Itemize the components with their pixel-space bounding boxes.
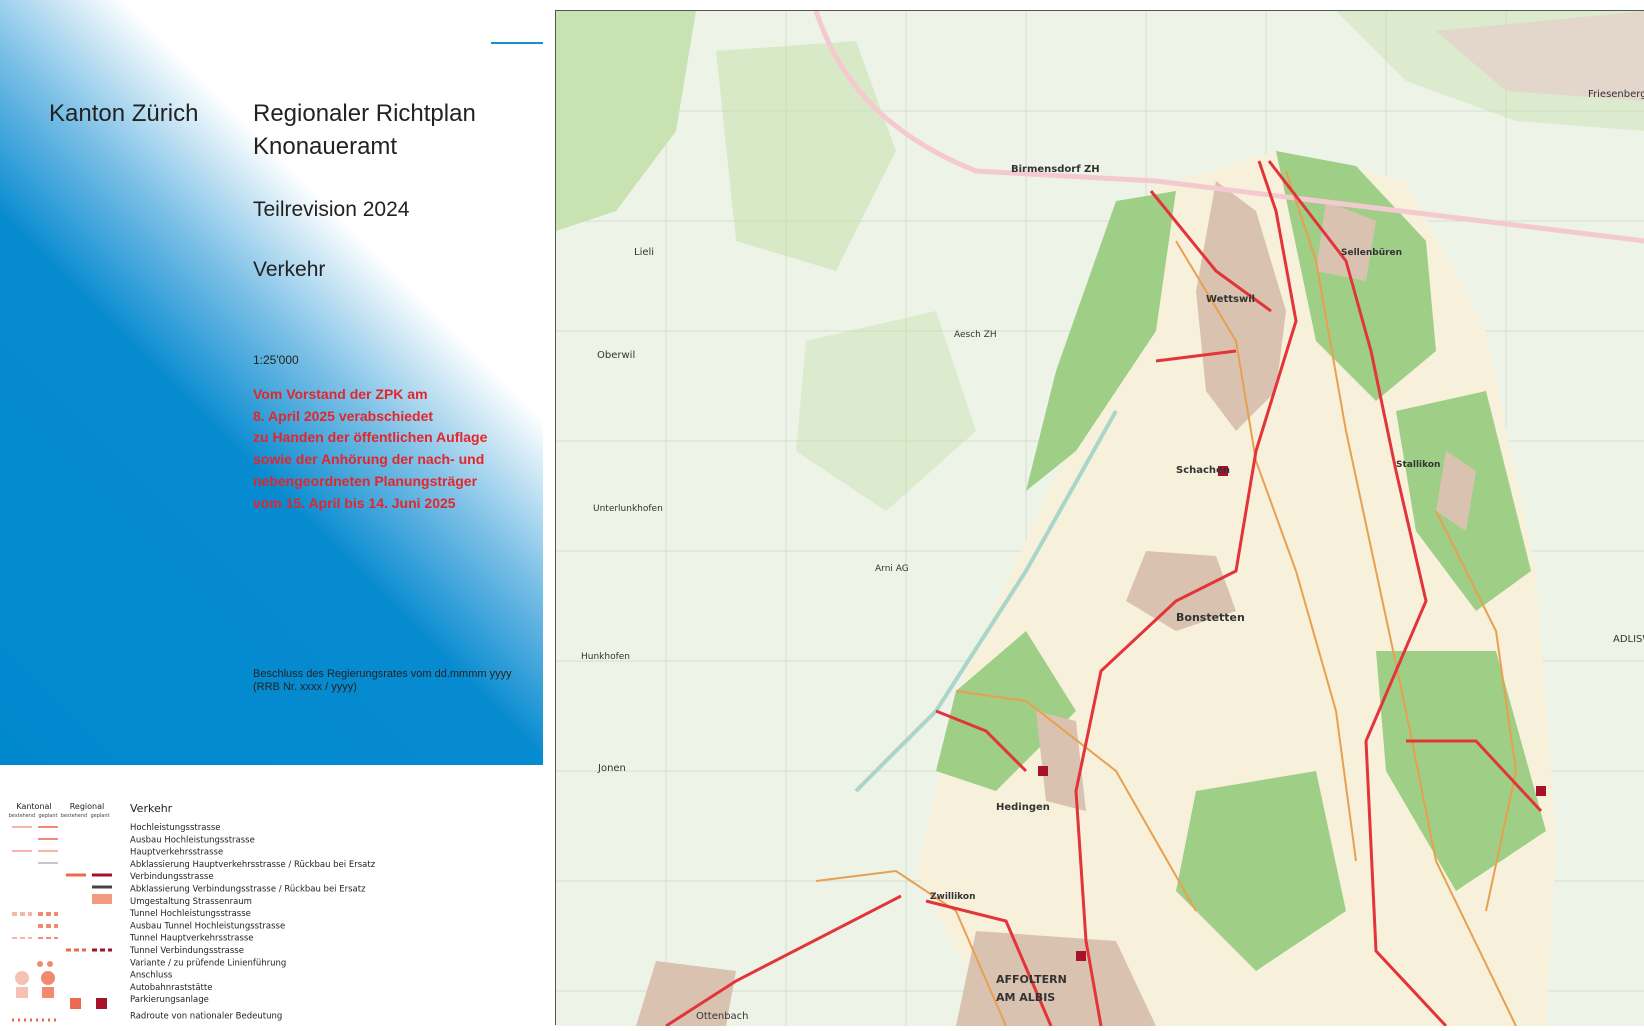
- place-label: AM ALBIS: [996, 991, 1055, 1004]
- legend-item: Variante / zu prüfende Linienführung: [130, 958, 286, 968]
- notice-line: nebengeordneten Planungsträger: [253, 472, 478, 489]
- canton: Kanton Zürich: [49, 100, 199, 127]
- legend-subcolumn: geplant: [90, 813, 109, 819]
- scale: 1:25'000: [253, 353, 299, 367]
- legend-item: Abklassierung Hauptverkehrsstrasse / Rüc…: [130, 860, 376, 870]
- gradient-panel: [0, 0, 543, 765]
- river: [854, 410, 1118, 793]
- place-label: Aesch ZH: [954, 330, 997, 340]
- accent-line: [491, 42, 543, 44]
- place-label: Zwillikon: [930, 892, 976, 902]
- legend-item: Umgestaltung Strassenraum: [130, 897, 252, 907]
- main-roads: [665, 160, 1543, 1028]
- legend-column: Kantonal: [16, 802, 51, 811]
- legend-column: Regional: [70, 802, 105, 811]
- legend-item: Tunnel Hauptverkehrsstrasse: [129, 934, 254, 944]
- legend-subcolumn: geplant: [38, 813, 57, 819]
- map-drawing: Birmensdorf ZH Wettswil Schachen Bonstetten…: [556, 10, 1644, 1028]
- legend-item: Hochleistungsstrasse: [130, 823, 221, 833]
- notice-line: 8. April 2025 verabschiedet: [253, 407, 434, 424]
- place-label: Sellenbüren: [1341, 248, 1402, 258]
- legend-item: Verbindungsstrasse: [130, 872, 214, 882]
- place-label: Schachen: [1176, 465, 1230, 476]
- notice-line: sowie der Anhörung der nach- und: [253, 451, 485, 468]
- decision-line: (RRB Nr. xxxx / yyyy): [253, 681, 357, 693]
- title: Regionaler Richtplan: [253, 100, 476, 127]
- place-label: Wettswil: [1206, 294, 1255, 305]
- legend-item: Abklassierung Verbindungsstrasse / Rückb…: [130, 885, 366, 895]
- place-label: Ottenbach: [696, 1011, 749, 1022]
- legend-item: Autobahnraststätte: [130, 983, 212, 993]
- notice-line: Vom Vorstand der ZPK am: [253, 386, 428, 402]
- connecting-roads: [815, 170, 1518, 1027]
- topic: Verkehr: [253, 258, 326, 281]
- legend-subcolumn: bestehend: [61, 813, 87, 819]
- place-label: Hedingen: [996, 802, 1050, 813]
- place-label: Stallikon: [1396, 460, 1440, 470]
- notice-line: zu Handen der öffentlichen Auflage: [253, 429, 488, 446]
- legend-item: Tunnel Hochleistungsstrasse: [129, 909, 251, 919]
- highway: [813, 10, 1644, 244]
- legend-item: Anschluss: [130, 971, 173, 981]
- legend-item: Parkierungsanlage: [130, 995, 209, 1005]
- place-label: Jonen: [597, 763, 626, 774]
- place-label: Hunkhofen: [581, 652, 630, 662]
- settlements: [636, 11, 1644, 1026]
- map: Birmensdorf ZH Wettswil Schachen Bonstetten…: [555, 10, 1644, 1028]
- notice-line: vom 15. April bis 14. Juni 2025: [253, 494, 456, 511]
- place-label: ADLISWIL: [1613, 634, 1644, 645]
- place-label: Friesenberg: [1588, 89, 1644, 100]
- place-label: Oberwil: [597, 350, 635, 361]
- legend-subcolumn: bestehend: [9, 813, 35, 819]
- legend-symbols: [12, 826, 112, 1022]
- place-label: Birmensdorf ZH: [1011, 164, 1100, 175]
- legend-item: Hauptverkehrsstrasse: [130, 848, 223, 858]
- place-label: Bonstetten: [1176, 611, 1245, 624]
- place-label: Arni AG: [875, 564, 909, 574]
- place-label: Lieli: [634, 247, 654, 258]
- place-label: AFFOLTERN: [996, 973, 1067, 986]
- legend-item: Radroute von nationaler Bedeutung: [130, 1012, 282, 1022]
- revision: Teilrevision 2024: [253, 198, 410, 221]
- legend-item: Ausbau Hochleistungsstrasse: [130, 835, 255, 845]
- place-label: Unterlunkhofen: [593, 504, 663, 514]
- legend-item: Ausbau Tunnel Hochleistungsstrasse: [130, 921, 285, 931]
- decision-line: Beschluss des Regierungsrates vom dd.mmm…: [253, 668, 512, 680]
- legend-item: Tunnel Verbindungsstrasse: [129, 946, 244, 956]
- place-labels: Birmensdorf ZH Wettswil Schachen Bonstetten…: [581, 89, 1644, 1022]
- legend-title: Verkehr: [130, 802, 173, 815]
- parking-symbols: [1038, 466, 1546, 961]
- title: Knonaueramt: [253, 133, 398, 160]
